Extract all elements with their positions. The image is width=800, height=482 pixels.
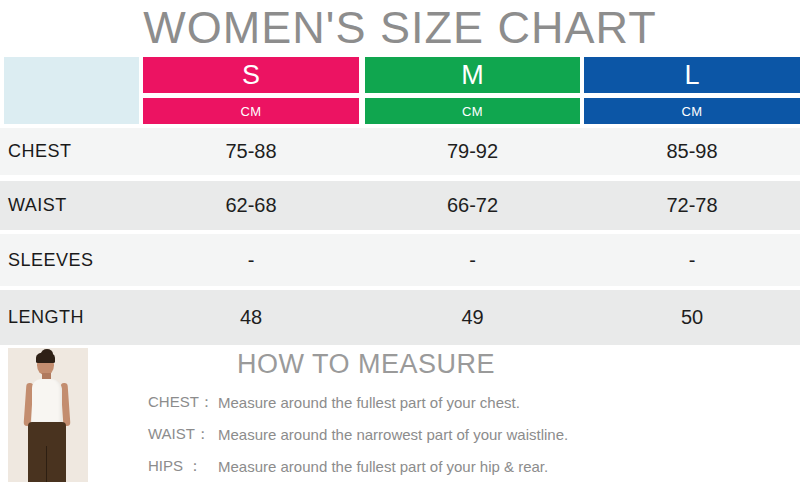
page-title: WOMEN'S SIZE CHART [0,2,800,54]
row-label: WAIST [8,181,67,230]
table-row-sleeves: SLEEVES - - - [0,234,800,286]
measure-item-waist: WAIST： Measure around the narrowest part… [148,418,568,450]
column-header-m: M CM [365,57,580,124]
cell-length-s: 48 [143,290,359,345]
model-pants [28,422,66,482]
model-photo [8,348,88,482]
measure-item-text: Measure around the fullest part of your … [218,394,520,411]
measure-item-label: CHEST： [148,393,218,412]
measure-item-chest: CHEST： Measure around the fullest part o… [148,386,568,418]
row-label: SLEEVES [8,234,94,286]
measure-item-text: Measure around the narrowest part of you… [218,426,568,443]
how-to-measure-list: CHEST： Measure around the fullest part o… [148,386,568,482]
row-label: LENGTH [8,290,84,345]
model-hair [36,352,55,363]
table-row-chest: CHEST 75-88 79-92 85-98 [0,128,800,175]
size-m-unit-band: CM [365,98,580,124]
cell-length-m: 49 [365,290,580,345]
how-to-measure-title: HOW TO MEASURE [140,349,592,380]
model-arm-right [61,383,71,426]
column-header-s: S CM [143,57,359,124]
size-s-unit-band: CM [143,98,359,124]
table-corner-cell [4,57,139,124]
measure-item-text: Measure around the fullest part of your … [218,458,548,475]
table-row-waist: WAIST 62-68 66-72 72-78 [0,181,800,230]
cell-sleeves-m: - [365,234,580,286]
cell-sleeves-s: - [143,234,359,286]
cell-waist-s: 62-68 [143,181,359,230]
cell-length-l: 50 [584,290,800,345]
size-chart-page: WOMEN'S SIZE CHART S CM M CM L CM CHEST … [0,0,800,482]
size-l-unit-band: CM [584,98,800,124]
measure-item-label: WAIST： [148,425,218,444]
cell-chest-l: 85-98 [584,128,800,175]
model-tank-top [32,379,62,424]
table-row-length: LENGTH 48 49 50 [0,290,800,345]
cell-waist-m: 66-72 [365,181,580,230]
cell-sleeves-l: - [584,234,800,286]
measure-item-hips: HIPS ： Measure around the fullest part o… [148,450,568,482]
column-header-l: L CM [584,57,800,124]
size-s-band: S [143,57,359,93]
row-label: CHEST [8,128,72,175]
size-l-band: L [584,57,800,93]
cell-chest-s: 75-88 [143,128,359,175]
cell-waist-l: 72-78 [584,181,800,230]
size-m-band: M [365,57,580,93]
cell-chest-m: 79-92 [365,128,580,175]
measure-item-label: HIPS ： [148,457,218,476]
